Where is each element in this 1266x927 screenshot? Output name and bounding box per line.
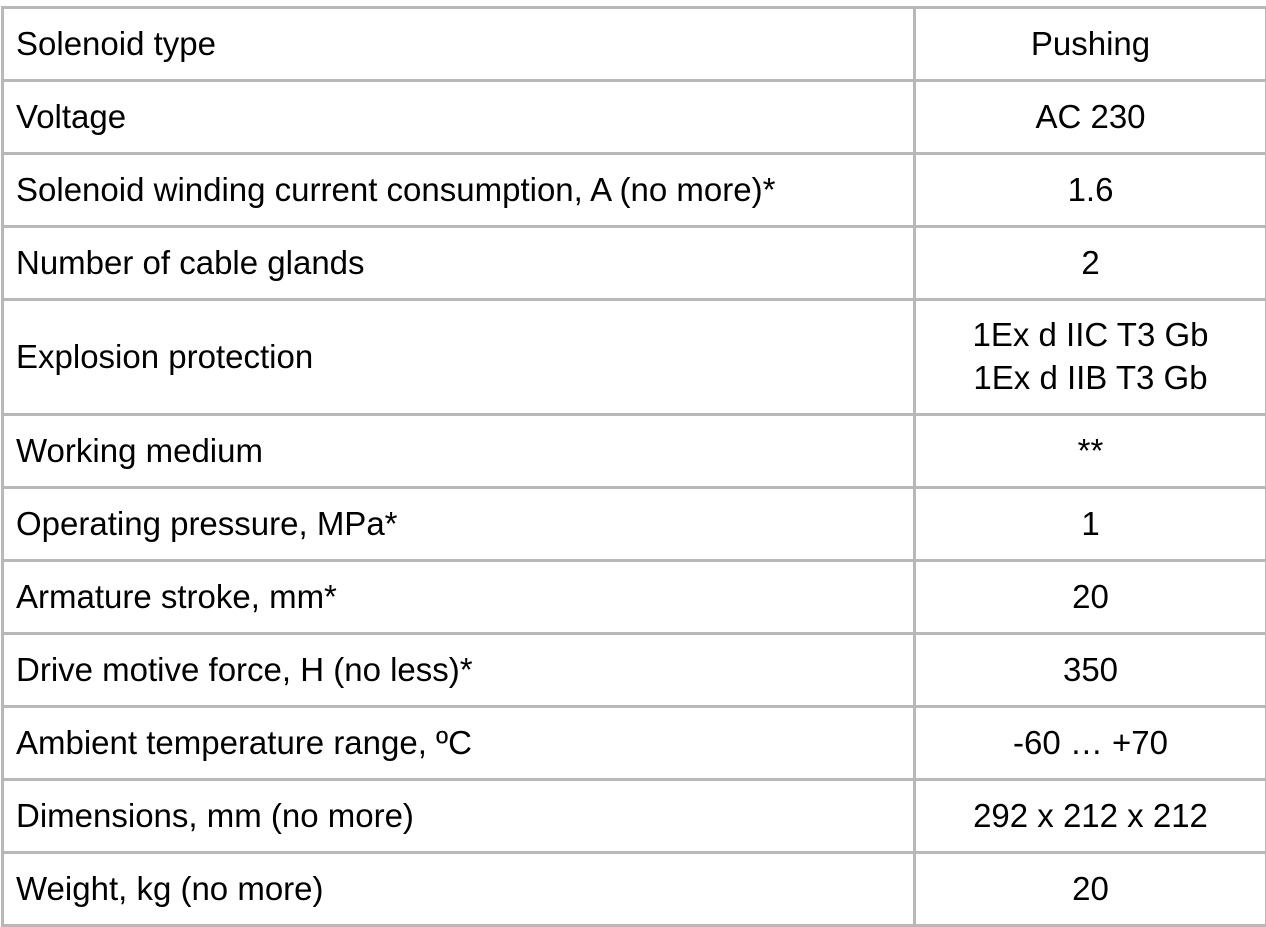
spec-label: Dimensions, mm (no more)	[3, 780, 915, 853]
spec-value: -60 … +70	[915, 707, 1266, 780]
spec-label: Armature stroke, mm*	[3, 561, 915, 634]
table-row: Dimensions, mm (no more)292 x 212 x 212	[3, 780, 1266, 853]
spec-value: 1	[915, 488, 1266, 561]
spec-label: Solenoid type	[3, 8, 915, 81]
table-row: Operating pressure, MPa*1	[3, 488, 1266, 561]
spec-label: Working medium	[3, 415, 915, 488]
spec-value: **	[915, 415, 1266, 488]
spec-value: 20	[915, 853, 1266, 926]
table-row: Working medium**	[3, 415, 1266, 488]
spec-value: 1.6	[915, 154, 1266, 227]
spec-value: AC 230	[915, 81, 1266, 154]
table-row: Armature stroke, mm*20	[3, 561, 1266, 634]
spec-value: 1Ex d IIC T3 Gb 1Ex d IIB T3 Gb	[915, 300, 1266, 415]
table-row: Drive motive force, H (no less)*350	[3, 634, 1266, 707]
spec-label: Number of cable glands	[3, 227, 915, 300]
spec-label: Ambient temperature range, ºC	[3, 707, 915, 780]
spec-value: 292 x 212 x 212	[915, 780, 1266, 853]
spec-label: Operating pressure, MPa*	[3, 488, 915, 561]
spec-label: Drive motive force, H (no less)*	[3, 634, 915, 707]
spec-value: 2	[915, 227, 1266, 300]
table-row: Ambient temperature range, ºC-60 … +70	[3, 707, 1266, 780]
spec-value: Pushing	[915, 8, 1266, 81]
spec-value: 350	[915, 634, 1266, 707]
table-row: Solenoid winding current consumption, A …	[3, 154, 1266, 227]
spec-label: Explosion protection	[3, 300, 915, 415]
spec-label: Voltage	[3, 81, 915, 154]
table-row: Weight, kg (no more)20	[3, 853, 1266, 926]
spec-value: 20	[915, 561, 1266, 634]
spec-label: Solenoid winding current consumption, A …	[3, 154, 915, 227]
spec-label: Weight, kg (no more)	[3, 853, 915, 926]
